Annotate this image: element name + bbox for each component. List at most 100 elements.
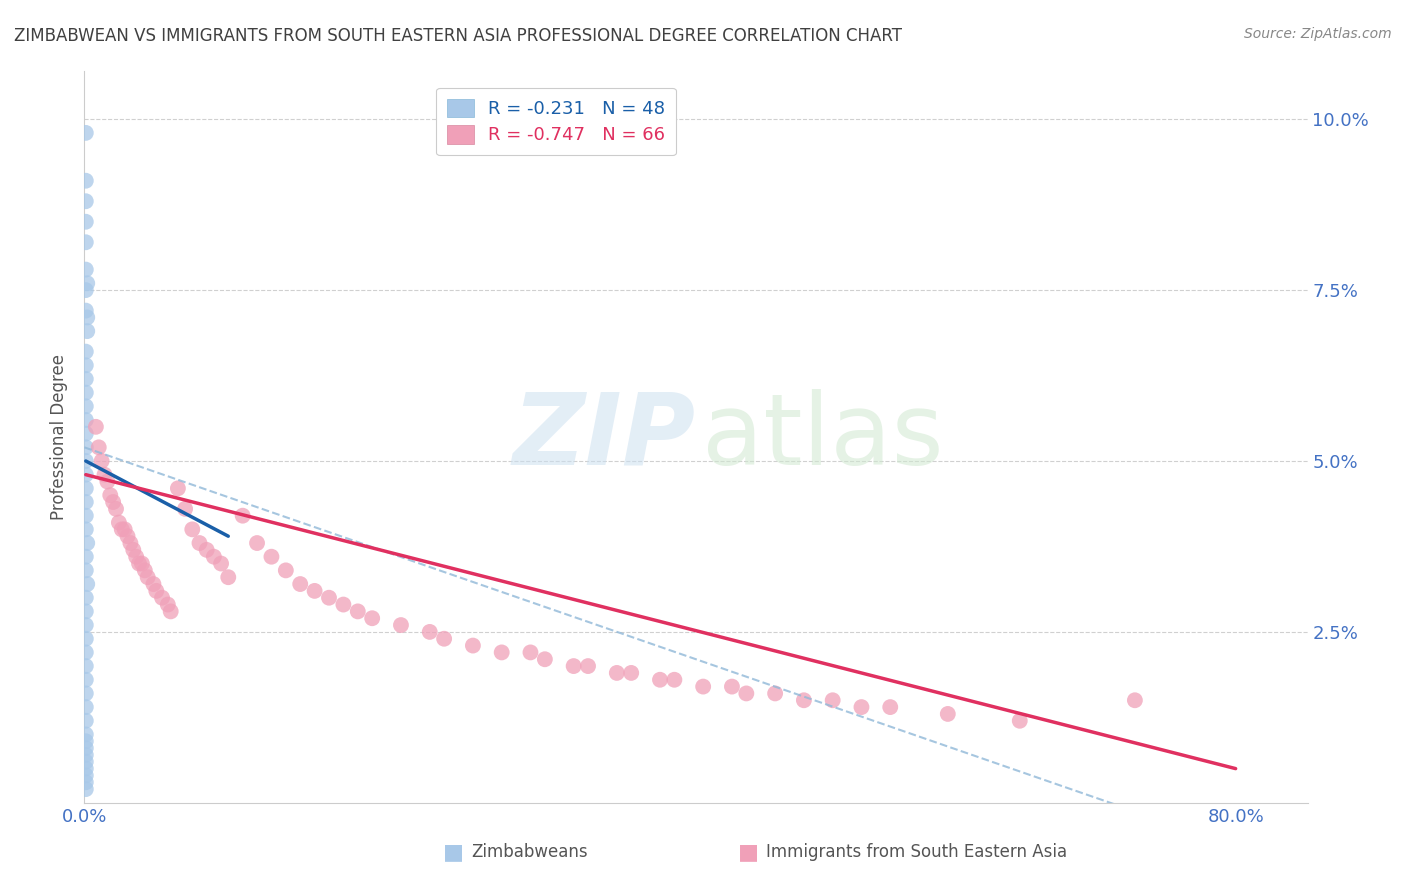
Point [793, 693, 815, 707]
Point [606, 665, 628, 680]
Point [620, 665, 643, 680]
Point [75, 283, 97, 297]
Point [76, 536, 98, 550]
Point [75, 645, 97, 659]
Point [721, 680, 744, 694]
Point [75, 747, 97, 762]
Point [156, 598, 179, 612]
Point [105, 501, 128, 516]
Point [75, 344, 97, 359]
Text: Zimbabweans: Zimbabweans [471, 843, 588, 861]
Point [120, 536, 142, 550]
Point [433, 632, 456, 646]
Point [150, 591, 173, 605]
Point [664, 673, 686, 687]
Point [75, 741, 97, 756]
Point [75, 632, 97, 646]
Point [75, 400, 97, 414]
Point [195, 542, 218, 557]
Point [75, 440, 97, 454]
Point [75, 413, 97, 427]
Point [167, 481, 190, 495]
Point [75, 686, 97, 700]
Point [188, 536, 211, 550]
Point [87, 440, 110, 454]
Point [134, 563, 156, 577]
Point [75, 303, 97, 318]
Point [75, 782, 97, 797]
Point [90, 454, 112, 468]
Point [145, 583, 167, 598]
Point [75, 755, 97, 769]
Point [159, 604, 181, 618]
Point [534, 652, 557, 666]
Point [75, 714, 97, 728]
Point [75, 235, 97, 250]
Point [75, 762, 97, 776]
Point [648, 673, 671, 687]
Point [75, 385, 97, 400]
Point [75, 563, 97, 577]
Point [75, 604, 97, 618]
Point [75, 126, 97, 140]
Point [735, 686, 758, 700]
Point [76, 310, 98, 325]
Point [75, 215, 97, 229]
Text: Source: ZipAtlas.com: Source: ZipAtlas.com [1244, 27, 1392, 41]
Point [98, 488, 121, 502]
Point [75, 495, 97, 509]
Point [128, 557, 150, 571]
Point [75, 768, 97, 782]
Point [361, 611, 384, 625]
Point [114, 522, 136, 536]
Point [75, 194, 97, 209]
Point [879, 700, 901, 714]
Point [274, 563, 297, 577]
Point [111, 522, 134, 536]
Point [290, 577, 312, 591]
Point [75, 734, 97, 748]
Point [75, 481, 97, 495]
Point [142, 577, 165, 591]
Point [851, 700, 873, 714]
Point [519, 645, 541, 659]
Point [461, 639, 484, 653]
Point [101, 495, 124, 509]
Point [117, 529, 139, 543]
Point [75, 262, 97, 277]
Point [75, 659, 97, 673]
Text: Immigrants from South Eastern Asia: Immigrants from South Eastern Asia [766, 843, 1067, 861]
Text: atlas: atlas [702, 389, 943, 485]
Point [562, 659, 585, 673]
Point [332, 598, 354, 612]
Point [246, 536, 269, 550]
Point [125, 549, 148, 564]
Point [84, 420, 107, 434]
Y-axis label: Professional Degree: Professional Degree [51, 354, 69, 520]
Point [76, 324, 98, 338]
Point [75, 673, 97, 687]
Point [108, 516, 131, 530]
Point [318, 591, 340, 605]
Point [75, 522, 97, 536]
Point [181, 522, 204, 536]
Point [936, 706, 959, 721]
Point [75, 372, 97, 386]
Point [75, 508, 97, 523]
Point [491, 645, 513, 659]
Point [93, 467, 115, 482]
Point [217, 570, 239, 584]
Point [75, 549, 97, 564]
Point [75, 618, 97, 632]
Point [260, 549, 283, 564]
Point [202, 549, 225, 564]
Point [232, 508, 254, 523]
Legend: R = -0.231   N = 48, R = -0.747   N = 66: R = -0.231 N = 48, R = -0.747 N = 66 [436, 87, 676, 155]
Point [75, 467, 97, 482]
Point [419, 624, 441, 639]
Point [75, 775, 97, 789]
Point [75, 591, 97, 605]
Text: ZIMBABWEAN VS IMMIGRANTS FROM SOUTH EASTERN ASIA PROFESSIONAL DEGREE CORRELATION: ZIMBABWEAN VS IMMIGRANTS FROM SOUTH EAST… [14, 27, 903, 45]
Point [75, 700, 97, 714]
Point [174, 501, 197, 516]
